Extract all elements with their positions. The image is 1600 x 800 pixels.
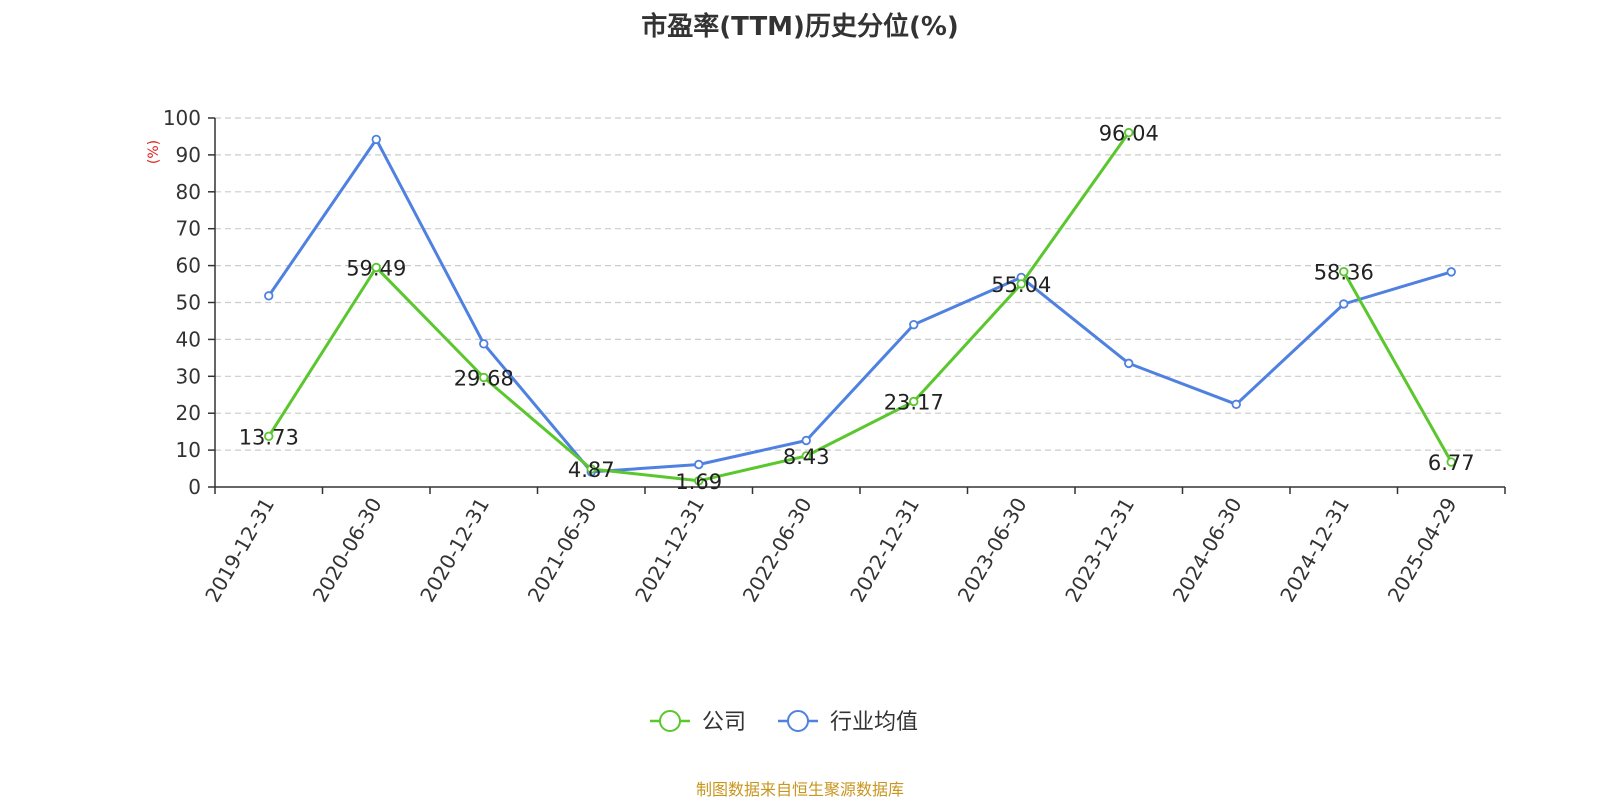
y-tick-label: 40 xyxy=(176,327,201,351)
data-point[interactable] xyxy=(1124,358,1134,369)
legend-item[interactable]: 行业均值 xyxy=(778,710,918,735)
data-point[interactable] xyxy=(1231,399,1241,410)
data-label: 8.43 xyxy=(783,445,830,469)
legend-label: 行业均值 xyxy=(830,710,918,735)
data-point[interactable] xyxy=(479,372,489,383)
data-label: 96.04 xyxy=(1099,122,1159,146)
data-label: 59.49 xyxy=(346,256,406,280)
data-point[interactable] xyxy=(694,459,704,470)
x-tick-label: 2022-06-30 xyxy=(738,494,817,607)
data-point[interactable] xyxy=(909,319,919,330)
y-tick-label: 0 xyxy=(188,475,201,499)
data-label: 29.68 xyxy=(454,366,514,390)
data-point[interactable] xyxy=(479,339,489,349)
y-tick-label: 80 xyxy=(176,180,201,204)
y-axis-unit-label: (%) xyxy=(146,140,162,164)
data-point[interactable] xyxy=(1339,299,1349,309)
legend-item[interactable]: 公司 xyxy=(650,710,746,735)
y-tick-label: 30 xyxy=(176,364,201,388)
data-point[interactable] xyxy=(371,134,381,145)
x-tick-label: 2022-12-31 xyxy=(845,494,924,607)
axes: 0 10 20 30 40 50 60 70 80 90 100 2019-12-31 2020-06-… xyxy=(163,106,1506,607)
x-tick-label: 2024-06-30 xyxy=(1168,494,1247,607)
y-tick-label: 60 xyxy=(176,254,201,278)
data-point[interactable] xyxy=(264,431,274,442)
data-label: 23.17 xyxy=(884,391,944,415)
data-point[interactable] xyxy=(694,476,704,486)
x-tick-label: 2019-12-31 xyxy=(200,494,279,607)
data-point[interactable] xyxy=(586,464,596,474)
data-label: 1.69 xyxy=(675,470,722,494)
legend[interactable]: 公司 行业均值 xyxy=(650,710,918,735)
data-point[interactable] xyxy=(801,435,811,446)
series-line xyxy=(267,137,1452,474)
data-label: 55.04 xyxy=(991,273,1051,297)
y-tick-label: 50 xyxy=(176,291,201,315)
data-label: 6.77 xyxy=(1428,451,1475,475)
series-group xyxy=(264,127,1456,486)
legend-marker xyxy=(659,710,681,732)
data-label: 4.87 xyxy=(568,458,615,482)
y-tick-label: 90 xyxy=(176,143,201,167)
legend-label: 公司 xyxy=(702,710,746,735)
data-point[interactable] xyxy=(1339,266,1349,277)
x-tick-label: 2025-04-29 xyxy=(1383,494,1462,607)
x-tick-label: 2023-12-31 xyxy=(1060,494,1139,607)
data-point[interactable] xyxy=(1124,127,1134,138)
y-tick-label: 10 xyxy=(176,438,201,462)
y-tick-label: 100 xyxy=(163,106,201,130)
data-point[interactable] xyxy=(371,262,381,273)
x-tick-label: 2021-06-30 xyxy=(523,494,602,607)
data-point[interactable] xyxy=(264,291,274,301)
x-tick-label: 2020-06-30 xyxy=(308,494,387,607)
x-tick-label: 2023-06-30 xyxy=(953,494,1032,607)
data-labels: 13.73 59.49 29.68 4.87 1.69 8.43 23.17 55.04 96.… xyxy=(239,122,1475,494)
x-tick-label: 2021-12-31 xyxy=(630,494,709,607)
x-tick-label: 2020-12-31 xyxy=(415,494,494,607)
data-label: 13.73 xyxy=(239,425,299,449)
data-label: 58.36 xyxy=(1314,261,1374,285)
y-tick-label: 20 xyxy=(176,401,201,425)
data-point[interactable] xyxy=(801,451,811,461)
chart-title: 市盈率(TTM)历史分位(%) xyxy=(641,11,959,42)
grid-lines xyxy=(215,117,1505,451)
legend-marker xyxy=(787,710,809,732)
y-tick-label: 70 xyxy=(176,217,201,241)
series-line xyxy=(267,131,1453,483)
data-point[interactable] xyxy=(1446,267,1456,277)
data-point[interactable] xyxy=(1016,279,1026,289)
source-note: 制图数据来自恒生聚源数据库 xyxy=(696,780,904,799)
data-point[interactable] xyxy=(909,396,919,407)
data-point[interactable] xyxy=(1446,457,1456,467)
x-tick-label: 2024-12-31 xyxy=(1275,494,1354,607)
